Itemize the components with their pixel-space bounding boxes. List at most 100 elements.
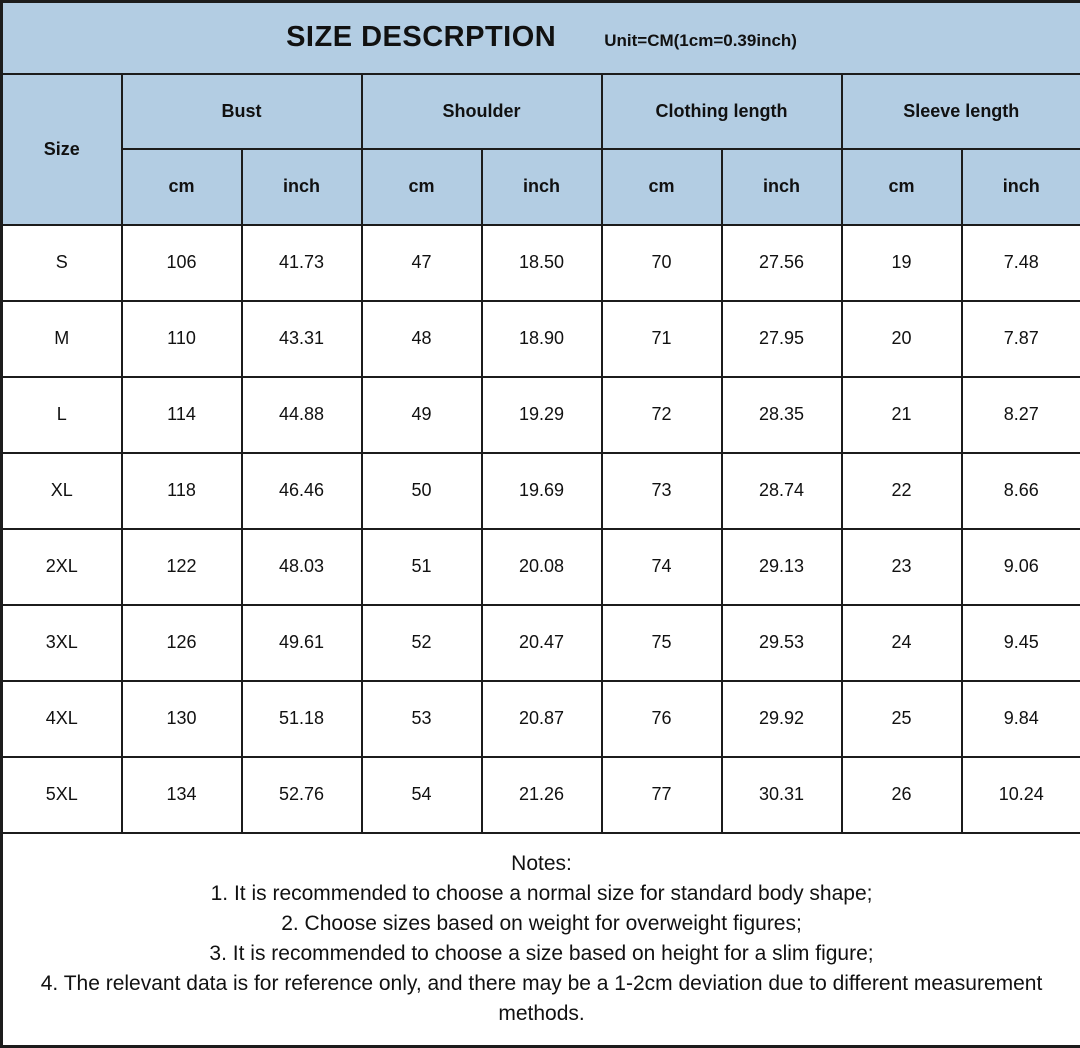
clothing-length-cm-cell: 74 <box>600 527 723 606</box>
shoulder-cm-cell: 51 <box>360 527 483 606</box>
bust-inch-cell: 46.46 <box>240 451 363 530</box>
bust-inch-cell: 49.61 <box>240 603 363 682</box>
group-header-row: Size Bust Shoulder Clothing length Sleev… <box>0 72 1080 226</box>
sleeve-length-cm-header: cm <box>840 147 963 226</box>
shoulder-inch-cell: 18.50 <box>480 223 603 302</box>
shoulder-group-header: Shoulder <box>360 72 603 150</box>
shoulder-inch-cell: 20.08 <box>480 527 603 606</box>
bust-inch-cell: 41.73 <box>240 223 363 302</box>
sleeve-length-inch-cell: 9.06 <box>960 527 1080 606</box>
title-row: SIZE DESCRPTION Unit=CM(1cm=0.39inch) <box>0 0 1080 75</box>
shoulder-inch-cell: 20.87 <box>480 679 603 758</box>
size-cell: M <box>0 299 123 378</box>
notes-section: Notes: 1. It is recommended to choose a … <box>0 831 1080 1048</box>
clothing-length-cm-cell: 71 <box>600 299 723 378</box>
shoulder-cm-cell: 54 <box>360 755 483 834</box>
shoulder-inch-cell: 18.90 <box>480 299 603 378</box>
sleeve-length-cm-cell: 23 <box>840 527 963 606</box>
sleeve-length-inch-cell: 7.87 <box>960 299 1080 378</box>
clothing-length-cm-cell: 77 <box>600 755 723 834</box>
chart-title: SIZE DESCRPTION <box>286 21 557 54</box>
sleeve-length-cm-cell: 21 <box>840 375 963 454</box>
bust-cm-cell: 130 <box>120 679 243 758</box>
clothing-length-cm-cell: 72 <box>600 375 723 454</box>
clothing-length-inch-cell: 29.53 <box>720 603 843 682</box>
size-cell: 5XL <box>0 755 123 834</box>
size-cell: 3XL <box>0 603 123 682</box>
clothing-length-inch-cell: 28.35 <box>720 375 843 454</box>
bust-inch-cell: 51.18 <box>240 679 363 758</box>
note-line-3: 3. It is recommended to choose a size ba… <box>209 942 874 966</box>
bust-cm-cell: 118 <box>120 451 243 530</box>
clothing-length-cm-cell: 75 <box>600 603 723 682</box>
sleeve-length-cm-cell: 26 <box>840 755 963 834</box>
bust-cm-cell: 122 <box>120 527 243 606</box>
sleeve-length-inch-header: inch <box>960 147 1080 226</box>
clothing-length-cm-cell: 76 <box>600 679 723 758</box>
size-row-4xl: 4XL 130 51.18 53 20.87 76 29.92 25 9.84 <box>0 679 1080 758</box>
unit-header-row: cm inch cm inch cm inch cm inch <box>2 147 1080 226</box>
notes-row: Notes: 1. It is recommended to choose a … <box>0 831 1080 1048</box>
size-row-5xl: 5XL 134 52.76 54 21.26 77 30.31 26 10.24 <box>0 755 1080 834</box>
size-column-header: Size <box>0 72 123 226</box>
shoulder-cm-cell: 48 <box>360 299 483 378</box>
bust-cm-header: cm <box>120 147 243 226</box>
sleeve-length-inch-cell: 7.48 <box>960 223 1080 302</box>
note-line-4: 4. The relevant data is for reference on… <box>40 972 1043 1026</box>
sleeve-length-cm-cell: 20 <box>840 299 963 378</box>
shoulder-inch-header: inch <box>480 147 603 226</box>
shoulder-cm-cell: 47 <box>360 223 483 302</box>
size-cell: 2XL <box>0 527 123 606</box>
note-line-2: 2. Choose sizes based on weight for over… <box>281 912 802 936</box>
size-row-2xl: 2XL 122 48.03 51 20.08 74 29.13 23 9.06 <box>0 527 1080 606</box>
size-row-3xl: 3XL 126 49.61 52 20.47 75 29.53 24 9.45 <box>0 603 1080 682</box>
sleeve-length-cm-cell: 22 <box>840 451 963 530</box>
sleeve-length-inch-cell: 8.27 <box>960 375 1080 454</box>
shoulder-cm-header: cm <box>360 147 483 226</box>
bust-inch-cell: 43.31 <box>240 299 363 378</box>
size-cell: 4XL <box>0 679 123 758</box>
sleeve-length-cm-cell: 24 <box>840 603 963 682</box>
clothing-length-inch-cell: 28.74 <box>720 451 843 530</box>
clothing-length-inch-cell: 29.92 <box>720 679 843 758</box>
shoulder-inch-cell: 20.47 <box>480 603 603 682</box>
bust-inch-header: inch <box>240 147 363 226</box>
shoulder-cm-cell: 52 <box>360 603 483 682</box>
size-cell: L <box>0 375 123 454</box>
bust-inch-cell: 52.76 <box>240 755 363 834</box>
sleeve-length-inch-cell: 9.45 <box>960 603 1080 682</box>
clothing-length-inch-cell: 27.95 <box>720 299 843 378</box>
unit-note: Unit=CM(1cm=0.39inch) <box>604 30 797 50</box>
clothing-length-cm-cell: 70 <box>600 223 723 302</box>
bust-cm-cell: 106 <box>120 223 243 302</box>
bust-cm-cell: 126 <box>120 603 243 682</box>
size-cell: XL <box>0 451 123 530</box>
shoulder-cm-cell: 50 <box>360 451 483 530</box>
clothing-length-inch-cell: 27.56 <box>720 223 843 302</box>
clothing-length-inch-header: inch <box>720 147 843 226</box>
shoulder-inch-cell: 19.69 <box>480 451 603 530</box>
notes-heading: Notes: <box>511 852 572 876</box>
bust-cm-cell: 110 <box>120 299 243 378</box>
bust-inch-cell: 48.03 <box>240 527 363 606</box>
sleeve-length-inch-cell: 8.66 <box>960 451 1080 530</box>
bust-group-header: Bust <box>120 72 363 150</box>
note-line-1: 1. It is recommended to choose a normal … <box>210 882 873 906</box>
clothing-length-inch-cell: 29.13 <box>720 527 843 606</box>
bust-cm-cell: 134 <box>120 755 243 834</box>
sleeve-length-group-header: Sleeve length <box>840 72 1080 150</box>
sleeve-length-cm-cell: 19 <box>840 223 963 302</box>
clothing-length-inch-cell: 30.31 <box>720 755 843 834</box>
chart-title-cell: SIZE DESCRPTION Unit=CM(1cm=0.39inch) <box>0 0 1080 75</box>
shoulder-inch-cell: 21.26 <box>480 755 603 834</box>
size-cell: S <box>0 223 123 302</box>
bust-inch-cell: 44.88 <box>240 375 363 454</box>
clothing-length-cm-cell: 73 <box>600 451 723 530</box>
size-row-m: M 110 43.31 48 18.90 71 27.95 20 7.87 <box>0 299 1080 378</box>
size-row-l: L 114 44.88 49 19.29 72 28.35 21 8.27 <box>0 375 1080 454</box>
shoulder-cm-cell: 49 <box>360 375 483 454</box>
size-row-xl: XL 118 46.46 50 19.69 73 28.74 22 8.66 <box>0 451 1080 530</box>
clothing-length-group-header: Clothing length <box>600 72 843 150</box>
size-row-s: S 106 41.73 47 18.50 70 27.56 19 7.48 <box>0 223 1080 302</box>
